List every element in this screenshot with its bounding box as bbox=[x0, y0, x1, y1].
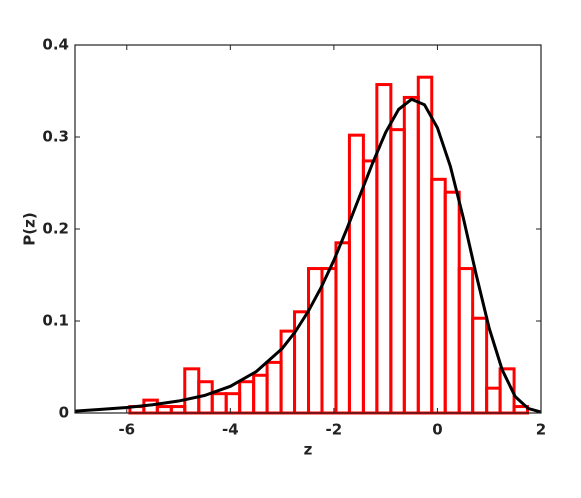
x-tick-label: -4 bbox=[222, 421, 239, 439]
histogram-bar bbox=[457, 267, 475, 415]
histogram-bar bbox=[265, 360, 283, 415]
histogram-bar bbox=[471, 316, 489, 415]
histogram-bar bbox=[334, 241, 351, 415]
x-tick-label: -6 bbox=[118, 421, 135, 439]
y-tick-label: 0 bbox=[59, 404, 69, 422]
y-tick-label: 0.3 bbox=[42, 128, 69, 146]
histogram-bar bbox=[238, 380, 256, 415]
histogram-bar bbox=[210, 392, 228, 415]
density-curve bbox=[74, 97, 542, 414]
x-tick-label: 2 bbox=[536, 421, 546, 439]
x-axis-label: z bbox=[304, 441, 313, 459]
y-tick-label: 0.1 bbox=[42, 312, 69, 330]
histogram-bar bbox=[320, 267, 338, 415]
histogram-bar bbox=[155, 405, 173, 415]
histogram-bar bbox=[183, 367, 201, 415]
y-axis-label: P(z) bbox=[21, 212, 39, 245]
histogram-bar bbox=[402, 95, 420, 415]
y-tick-label: 0.4 bbox=[42, 36, 69, 54]
histogram-bar bbox=[169, 405, 187, 415]
histogram-bar bbox=[416, 75, 434, 415]
histogram-bar bbox=[361, 159, 379, 415]
histogram-bar bbox=[443, 190, 461, 415]
histogram-bar bbox=[430, 177, 447, 415]
histogram-bar bbox=[389, 128, 406, 415]
histogram-bar bbox=[224, 392, 242, 415]
histogram-bar bbox=[347, 133, 365, 415]
histogram-bar bbox=[485, 386, 502, 415]
y-tick-label: 0.2 bbox=[42, 220, 69, 238]
histogram-bar bbox=[252, 373, 269, 415]
x-tick-label: 0 bbox=[432, 421, 442, 439]
x-tick-label: -2 bbox=[326, 421, 343, 439]
